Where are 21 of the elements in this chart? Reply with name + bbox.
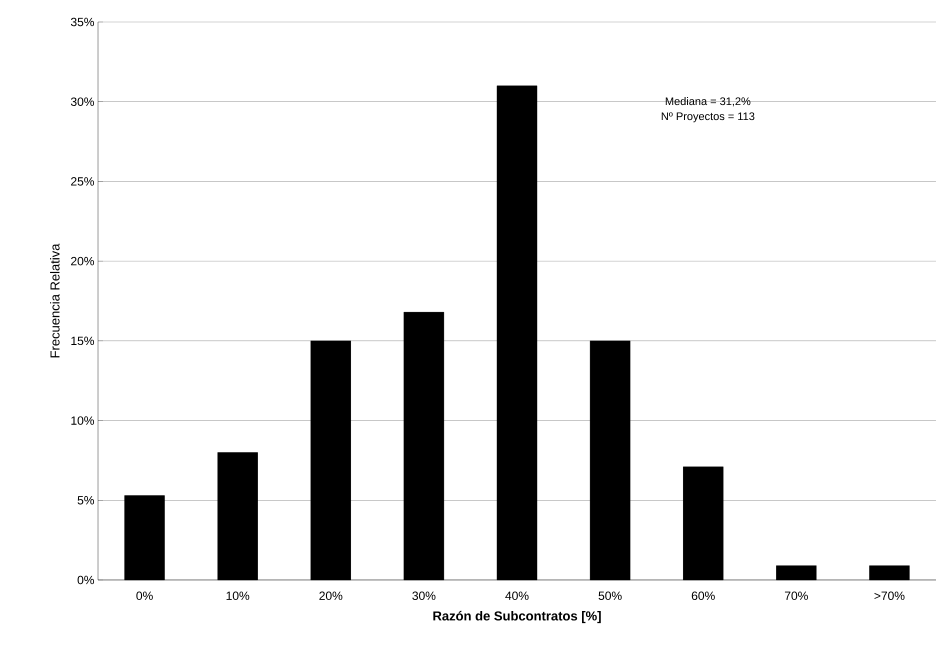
annotation: Mediana = 31,2%	[666, 97, 750, 106]
x-tick-label: 30%	[412, 592, 436, 600]
annotation: Nº Proyectos = 113	[662, 112, 754, 122]
x-tick-label: 60%	[692, 592, 715, 600]
x-axis-title: Razón de Subcontratos [%]	[433, 610, 601, 624]
x-tick-label: 70%	[784, 592, 808, 600]
y-tick-label: 15%	[71, 336, 94, 346]
x-tick-label: 50%	[598, 592, 622, 600]
y-tick-label: 35%	[70, 18, 94, 26]
y-tick-label: 25%	[71, 177, 94, 186]
y-tick-label: 5%	[78, 496, 94, 504]
x-tick-label: 40%	[505, 592, 529, 600]
x-tick-label: 0%	[136, 592, 153, 600]
x-tick-label: 20%	[319, 592, 342, 600]
y-tick-label: 20%	[71, 256, 94, 266]
y-tick-label: 0%	[78, 576, 94, 584]
y-tick-label: 10%	[71, 416, 94, 425]
y-axis-title: Frecuencia Relativa	[50, 244, 60, 358]
y-tick-label: 30%	[70, 97, 94, 106]
x-tick-label: 10%	[226, 592, 250, 600]
x-tick-label: >70%	[874, 592, 905, 600]
